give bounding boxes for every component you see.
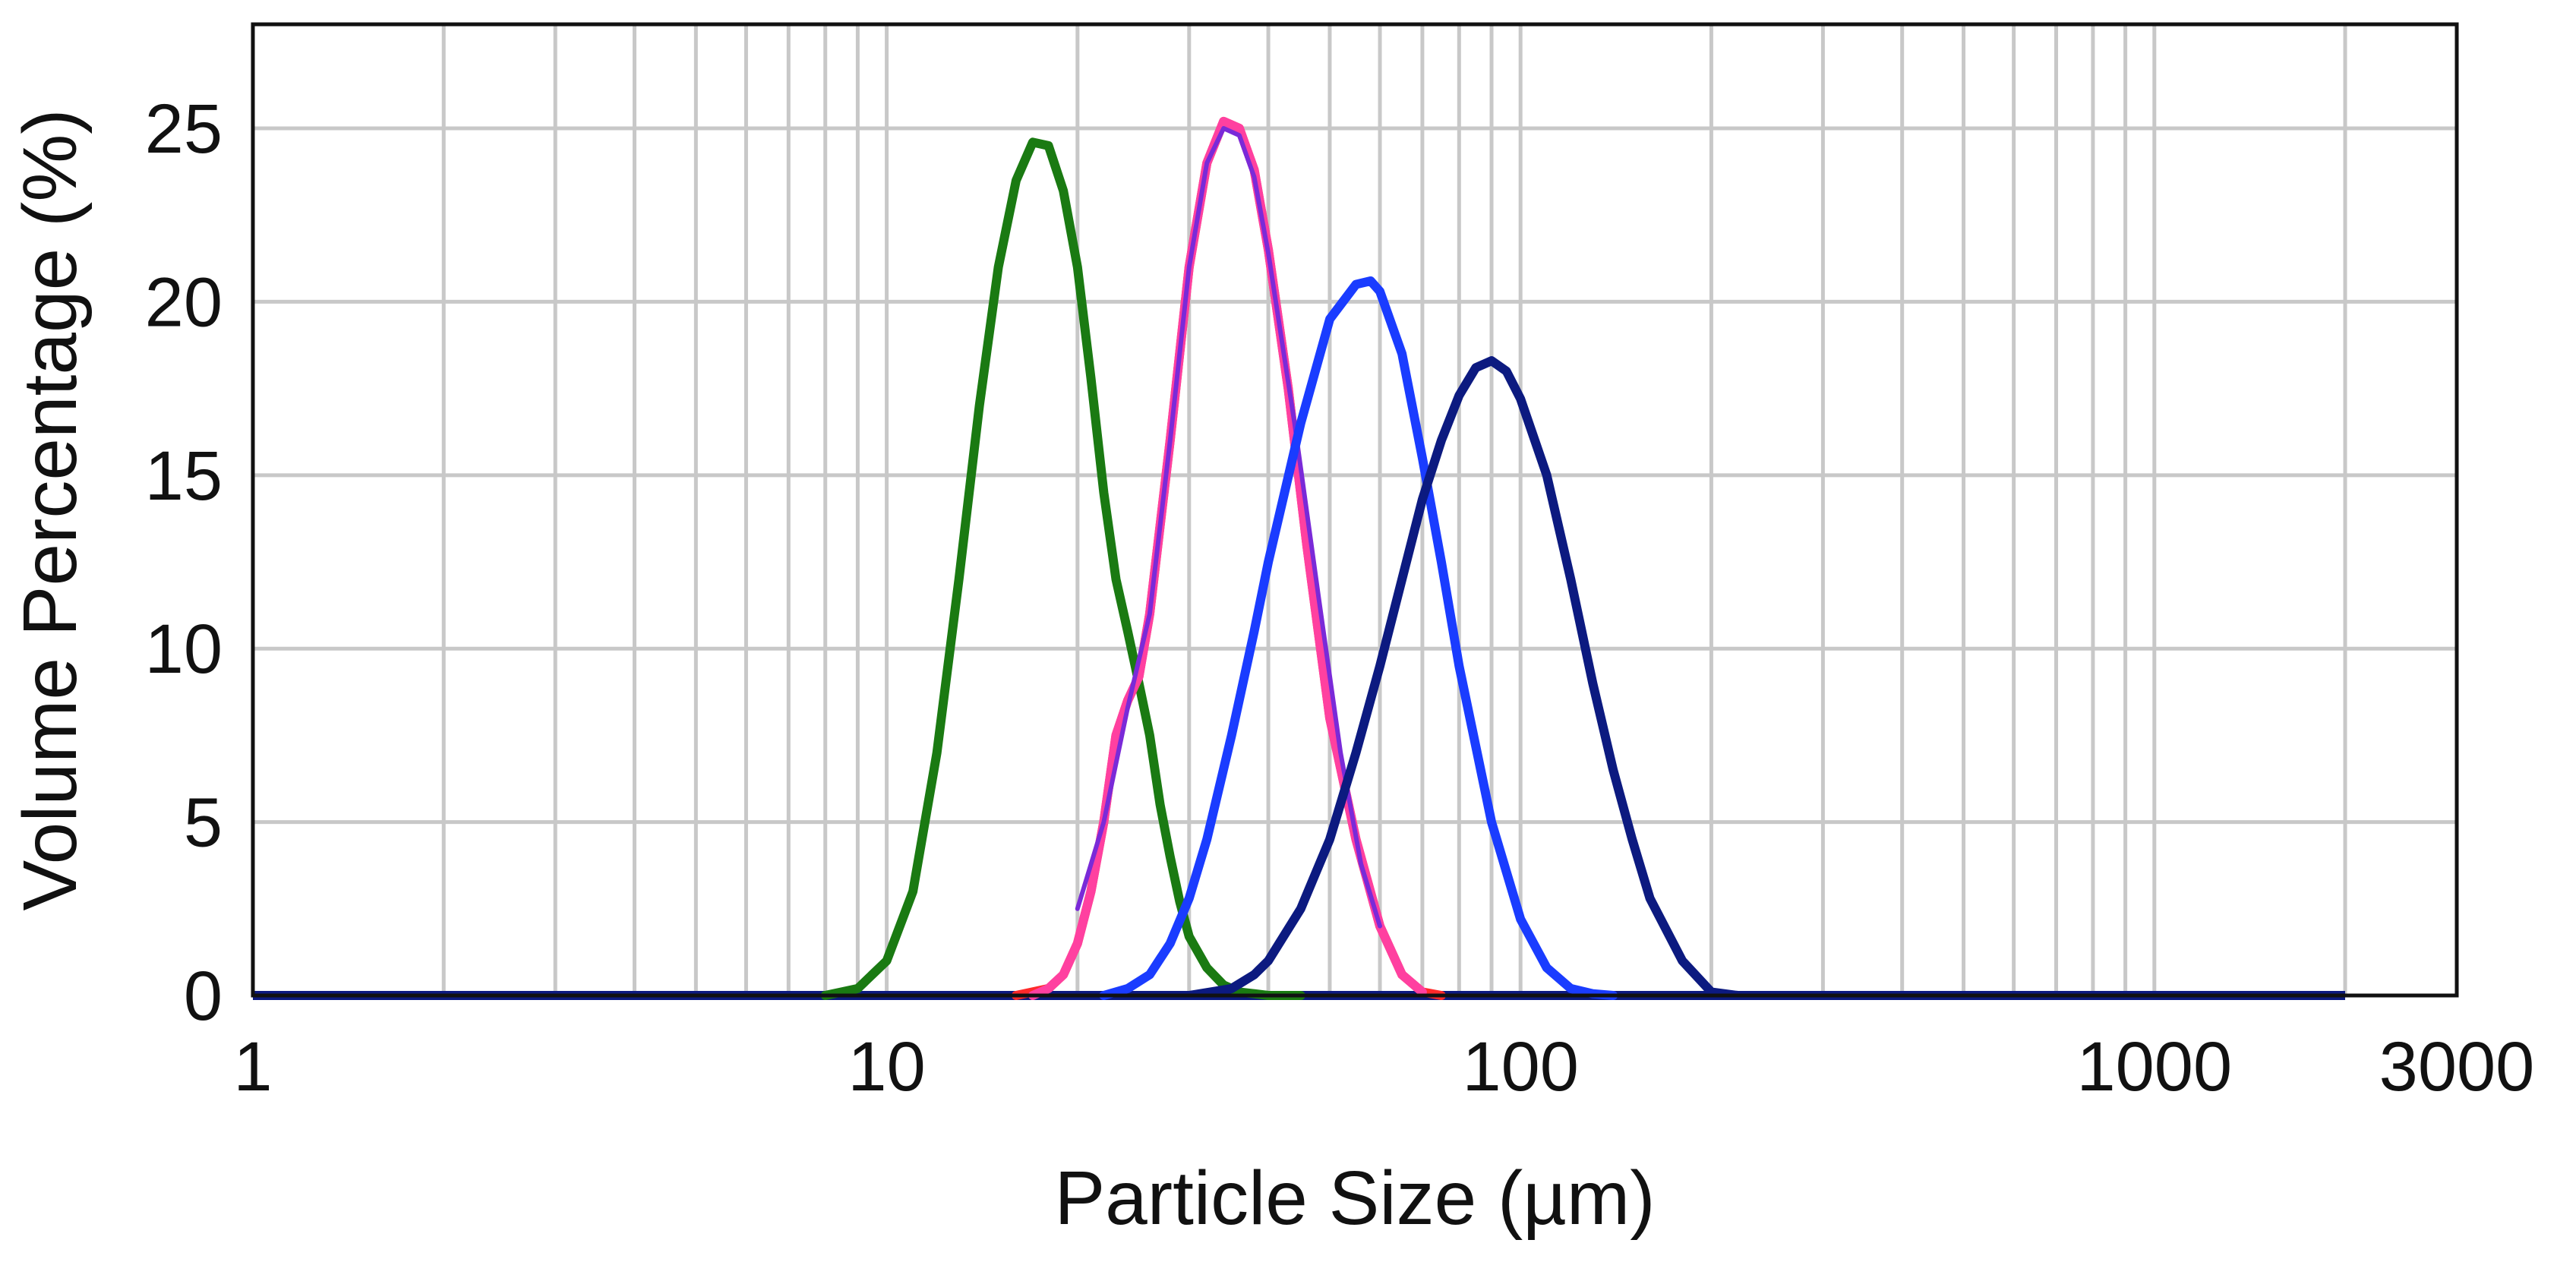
y-tick-label: 5 — [184, 784, 223, 862]
y-tick-label: 15 — [145, 437, 223, 515]
y-tick-label: 20 — [145, 263, 223, 341]
y-tick-label: 0 — [184, 958, 223, 1035]
x-tick-label: 10 — [848, 1028, 925, 1106]
tick-labels: 1 10 100 1000 3000 0 5 10 15 20 25 — [145, 90, 2535, 1106]
series-line-5 — [1099, 276, 1618, 1000]
series-line-6 — [1184, 356, 1742, 1000]
x-tick-label: 3000 — [2379, 1028, 2535, 1106]
x-tick-label: 100 — [1462, 1028, 1579, 1106]
y-tick-label: 10 — [145, 610, 223, 688]
series-line-4 — [1075, 126, 1382, 929]
x-tick-label: 1 — [233, 1028, 272, 1106]
y-axis-title: Volume Percentage (%) — [8, 109, 93, 910]
x-tick-label: 1000 — [2076, 1028, 2232, 1106]
x-axis-title: Particle Size (µm) — [1054, 1156, 1655, 1241]
series-line-1 — [820, 137, 1305, 1000]
y-tick-label: 25 — [145, 90, 223, 168]
plot-frame — [251, 22, 2459, 998]
